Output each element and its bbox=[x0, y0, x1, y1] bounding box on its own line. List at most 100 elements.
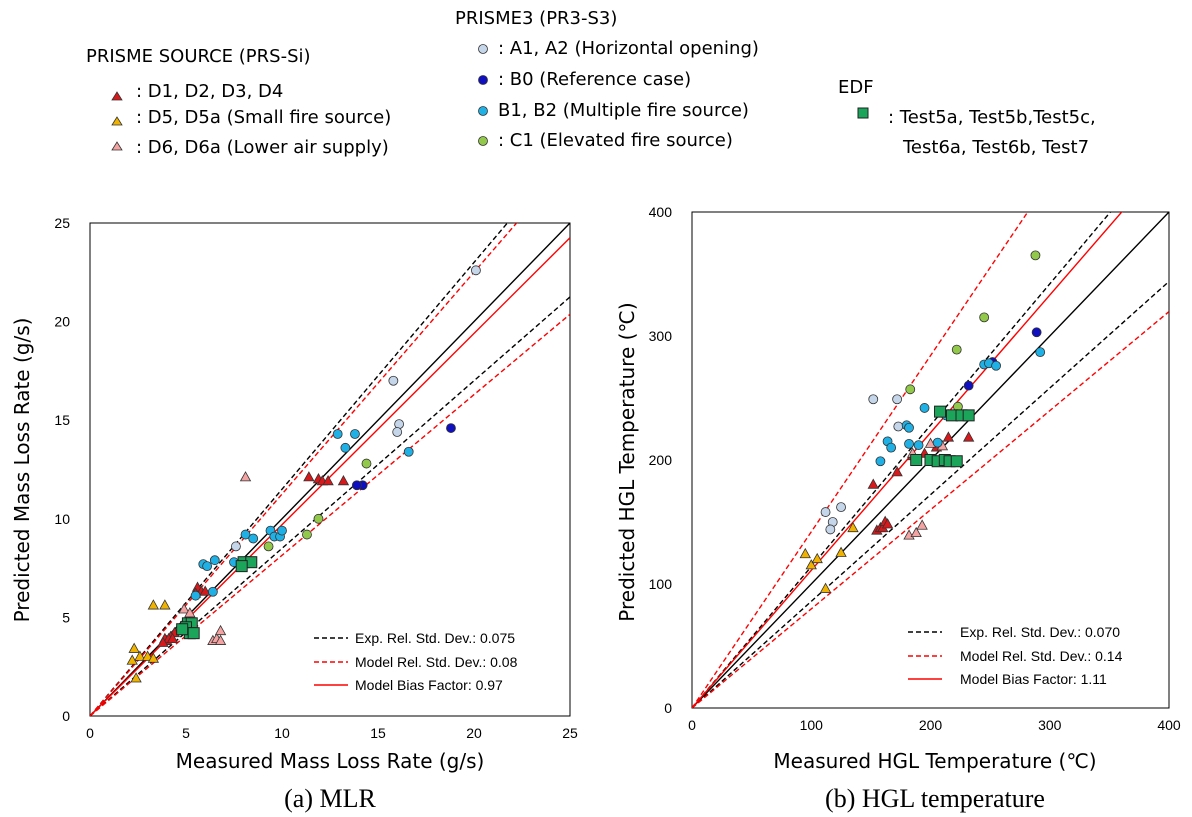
mlr-point-s6-3 bbox=[263, 541, 274, 552]
mlr-point-s5-12 bbox=[202, 561, 213, 572]
mlr-point-s3-4 bbox=[231, 541, 241, 552]
hgl-point-s4-0 bbox=[1031, 327, 1042, 338]
hgl-point-s1-5 bbox=[847, 521, 859, 533]
hgl-point-s4-1 bbox=[963, 380, 974, 391]
hgl-point-s6-0 bbox=[1030, 250, 1041, 261]
hgl-point-s0-4 bbox=[881, 518, 894, 529]
legend-marker-c1 bbox=[478, 136, 488, 146]
mlr-point-s5-4 bbox=[240, 529, 251, 540]
mlr-x-tick-label: 5 bbox=[182, 725, 190, 741]
y-axis-label-mlr: Predicted Mass Loss Rate (g/s) bbox=[10, 318, 34, 623]
mlr-point-s1-5 bbox=[130, 672, 142, 683]
y-axis-label-hgl: Predicted HGL Temperature (℃) bbox=[615, 302, 639, 621]
mlr-point-s6-2 bbox=[302, 529, 312, 540]
legend-text-exp-mlr: Exp. Rel. Std. Dev.: 0.075 bbox=[355, 630, 515, 646]
legend-group-prisme-source: PRISME SOURCE (PRS-Si) : D1, D2, D3, D4 … bbox=[86, 46, 391, 158]
hgl-point-s7-0 bbox=[934, 405, 947, 418]
mlr-point-s0-10 bbox=[199, 585, 211, 596]
hgl-point-s3-4 bbox=[825, 524, 836, 535]
legend-text-model-sd-mlr: Model Rel. Std. Dev.: 0.08 bbox=[355, 654, 518, 670]
hgl-point-s3-0 bbox=[868, 394, 879, 405]
hgl-point-s3-5 bbox=[836, 502, 846, 513]
mlr-point-s2-0 bbox=[239, 471, 252, 482]
legend-label-c1: : C1 (Elevated fire source) bbox=[498, 130, 733, 151]
mlr-point-s0-6 bbox=[157, 636, 169, 647]
legend-marker-b1-b2 bbox=[478, 106, 488, 116]
legend-label-b1-b2: B1, B2 (Multiple fire source) bbox=[498, 100, 749, 121]
mlr-y-tick-label: 0 bbox=[62, 708, 70, 724]
chart-hgl-line-legend: Exp. Rel. Std. Dev.: 0.070 Model Rel. St… bbox=[908, 624, 1123, 687]
hgl-point-s5-3 bbox=[991, 360, 1001, 371]
hgl-point-s0-10 bbox=[942, 431, 955, 442]
legend-label-b0: : B0 (Reference case) bbox=[498, 69, 691, 90]
hgl-y-tick-label: 400 bbox=[649, 204, 673, 220]
mlr-point-s4-2 bbox=[351, 480, 362, 491]
chart-hgl: 0 100 200 300 400 0 100 200 300 400 Exp. Rel. Std… bbox=[615, 204, 1181, 813]
mlr-point-s1-4 bbox=[147, 652, 160, 663]
hgl-model-upper-line bbox=[692, 212, 1029, 708]
mlr-point-s1-7 bbox=[159, 599, 171, 610]
mlr-point-s0-15 bbox=[337, 475, 350, 486]
hgl-point-s5-9 bbox=[875, 456, 886, 467]
hgl-y-tick-label: 200 bbox=[649, 452, 673, 468]
hgl-y-tick-label: 300 bbox=[649, 328, 673, 344]
hgl-x-tick-label: 100 bbox=[800, 717, 824, 733]
hgl-point-s5-10 bbox=[904, 438, 914, 449]
chart-mlr: 0 5 10 15 20 25 0 5 10 15 20 25 Exp. Rel. Std. Dev.… bbox=[10, 215, 578, 813]
mlr-y-tick-label: 20 bbox=[54, 314, 70, 330]
mlr-point-s2-5 bbox=[178, 603, 190, 614]
hgl-point-s0-11 bbox=[962, 431, 975, 442]
mlr-model-upper-line bbox=[90, 223, 518, 716]
hgl-y-tick-label: 100 bbox=[649, 576, 673, 592]
hgl-y-tick-label: 0 bbox=[664, 700, 672, 716]
mlr-x-tick-label: 15 bbox=[370, 725, 386, 741]
hgl-bias-line bbox=[692, 212, 1123, 708]
hgl-exp-lower-line bbox=[692, 280, 1169, 708]
mlr-point-s0-14 bbox=[322, 475, 334, 486]
hgl-point-s1-1 bbox=[805, 559, 817, 570]
mlr-point-s7-7 bbox=[187, 627, 200, 640]
mlr-point-s5-2 bbox=[340, 442, 351, 453]
mlr-y-tick-label: 10 bbox=[54, 511, 70, 527]
hgl-x-tick-label: 200 bbox=[919, 717, 943, 733]
legend-marker-d6 bbox=[111, 141, 123, 151]
mlr-x-tick-label: 0 bbox=[86, 725, 94, 741]
hgl-point-s5-4 bbox=[919, 403, 930, 413]
mlr-point-s7-2 bbox=[235, 560, 248, 573]
mlr-point-s2-3 bbox=[214, 634, 227, 645]
mlr-point-s5-0 bbox=[332, 429, 343, 439]
mlr-point-s1-6 bbox=[147, 599, 160, 610]
hgl-x-tick-label: 0 bbox=[688, 717, 696, 733]
hgl-point-s5-0 bbox=[1035, 347, 1046, 358]
mlr-point-s0-11 bbox=[303, 471, 315, 482]
hgl-point-s1-4 bbox=[835, 546, 847, 557]
hgl-x-tick-label: 400 bbox=[1157, 717, 1181, 733]
hgl-point-s3-1 bbox=[892, 394, 903, 405]
legend-group-edf: EDF : Test5a, Test5b,Test5c, Test6a, Tes… bbox=[838, 77, 1096, 158]
mlr-point-s3-1 bbox=[388, 375, 399, 386]
hgl-point-s1-0 bbox=[799, 547, 811, 559]
mlr-point-s5-1 bbox=[350, 429, 360, 439]
hgl-point-s6-2 bbox=[951, 344, 962, 355]
mlr-point-s5-10 bbox=[209, 555, 220, 566]
legend-marker-d1-d4 bbox=[111, 91, 123, 101]
hgl-point-s0-5 bbox=[867, 478, 879, 489]
legend-text-bias-mlr: Model Bias Factor: 0.97 bbox=[355, 677, 503, 693]
mlr-point-s7-8 bbox=[176, 623, 189, 636]
legend-label-edf: : Test5a, Test5b,Test5c, bbox=[888, 107, 1096, 128]
legend-label-d5: : D5, D5a (Small fire source) bbox=[136, 107, 391, 128]
mlr-point-s5-3 bbox=[403, 446, 414, 457]
legend-text-bias-hgl: Model Bias Factor: 1.11 bbox=[960, 671, 1107, 687]
mlr-point-s6-1 bbox=[313, 513, 324, 524]
mlr-point-s6-0 bbox=[361, 458, 372, 469]
hgl-point-s2-1 bbox=[910, 526, 922, 538]
mlr-point-s5-16 bbox=[190, 590, 201, 601]
legend-group-prisme3: PRISME3 (PR3-S3) : A1, A2 (Horizontal op… bbox=[455, 8, 759, 151]
mlr-point-s2-4 bbox=[214, 624, 227, 636]
mlr-y-tick-label: 15 bbox=[54, 412, 70, 428]
legend-title-edf: EDF bbox=[838, 77, 874, 98]
mlr-point-s4-0 bbox=[446, 423, 456, 433]
mlr-point-s3-3 bbox=[392, 427, 403, 437]
mlr-point-s1-3 bbox=[141, 650, 154, 661]
